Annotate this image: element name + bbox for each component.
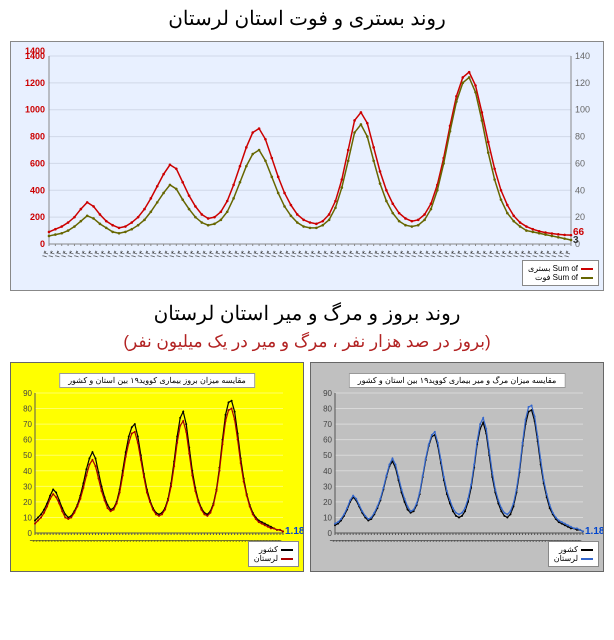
svg-text:20: 20: [23, 498, 32, 507]
top-legend: Sum of بستریSum of فوت: [522, 260, 599, 286]
svg-text:60: 60: [575, 158, 585, 168]
svg-text:60: 60: [23, 436, 32, 445]
bottom-right-chart: مقایسه میزان مرگ و میر بیماری کووید۱۹ بی…: [310, 362, 604, 572]
svg-text:140: 140: [575, 51, 590, 61]
svg-text:0: 0: [28, 529, 33, 538]
svg-text:1.18: 1.18: [585, 526, 603, 537]
svg-text:120: 120: [575, 78, 590, 88]
bottom-legend: کشورلرستان: [248, 541, 299, 567]
svg-text:0: 0: [40, 239, 45, 249]
svg-text:40: 40: [323, 467, 332, 476]
svg-text:1000: 1000: [25, 105, 45, 115]
svg-text:30: 30: [23, 482, 32, 491]
svg-text:100: 100: [575, 105, 590, 115]
svg-text:20: 20: [323, 498, 332, 507]
svg-text:40: 40: [23, 467, 32, 476]
bottom-legend: کشورلرستان: [548, 541, 599, 567]
svg-text:30: 30: [323, 482, 332, 491]
svg-text:10: 10: [23, 513, 32, 522]
bottom-left-chart: مقایسه میزان بروز بیماری کووید۱۹ بین است…: [10, 362, 304, 572]
svg-text:1200: 1200: [25, 78, 45, 88]
svg-text:80: 80: [23, 405, 32, 414]
svg-text:40: 40: [575, 185, 585, 195]
svg-text:90: 90: [23, 389, 32, 398]
svg-text:۱۴: ۱۴: [563, 250, 573, 260]
svg-text:3: 3: [573, 235, 579, 246]
svg-text:50: 50: [323, 451, 332, 460]
bottom-chart-row: مقایسه میزان بروز بیماری کووید۱۹ بین است…: [10, 362, 604, 572]
svg-text:70: 70: [23, 420, 32, 429]
svg-text:400: 400: [30, 185, 45, 195]
svg-text:600: 600: [30, 158, 45, 168]
svg-text:800: 800: [30, 132, 45, 142]
bottom-left-inner-title: مقایسه میزان بروز بیماری کووید۱۹ بین است…: [59, 373, 255, 388]
svg-text:200: 200: [30, 212, 45, 222]
svg-text:80: 80: [575, 132, 585, 142]
svg-text:90: 90: [323, 389, 332, 398]
top-chart: 0200400600800100012001400020406080100120…: [10, 41, 604, 291]
svg-text:50: 50: [23, 451, 32, 460]
svg-text:10: 10: [323, 513, 332, 522]
svg-text:1400: 1400: [25, 46, 45, 56]
bottom-subtitle: (بروز در صد هزار نفر ، مرگ و میر در یک م…: [0, 332, 614, 358]
bottom-title: روند بروز و مرگ و میر استان لرستان: [0, 295, 614, 332]
svg-text:70: 70: [323, 420, 332, 429]
page-container: روند بستری و فوت استان لرستان 0200400600…: [0, 0, 614, 572]
svg-text:0: 0: [328, 529, 333, 538]
svg-text:80: 80: [323, 405, 332, 414]
top-chart-title: روند بستری و فوت استان لرستان: [0, 0, 614, 37]
svg-text:1.18: 1.18: [285, 526, 303, 537]
svg-text:60: 60: [323, 436, 332, 445]
svg-text:20: 20: [575, 212, 585, 222]
bottom-right-inner-title: مقایسه میزان مرگ و میر بیماری کووید۱۹ بی…: [349, 373, 566, 388]
